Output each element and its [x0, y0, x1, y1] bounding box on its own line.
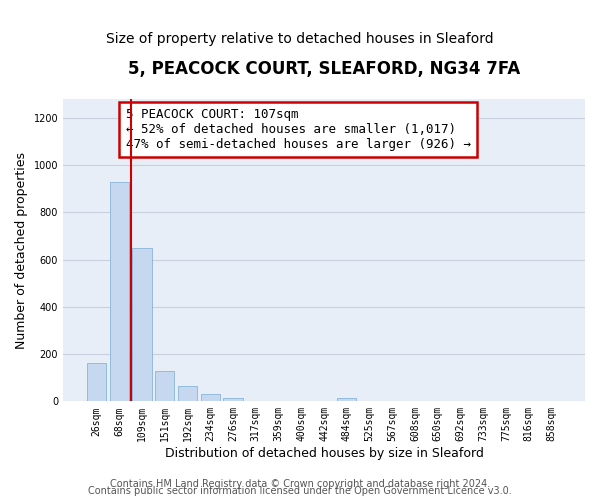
Bar: [223, 398, 242, 402]
Bar: [337, 398, 356, 402]
Text: Contains public sector information licensed under the Open Government Licence v3: Contains public sector information licen…: [88, 486, 512, 496]
Bar: [155, 372, 175, 402]
Y-axis label: Number of detached properties: Number of detached properties: [15, 152, 28, 348]
Title: 5, PEACOCK COURT, SLEAFORD, NG34 7FA: 5, PEACOCK COURT, SLEAFORD, NG34 7FA: [128, 60, 520, 78]
Text: Contains HM Land Registry data © Crown copyright and database right 2024.: Contains HM Land Registry data © Crown c…: [110, 479, 490, 489]
Text: 5 PEACOCK COURT: 107sqm
← 52% of detached houses are smaller (1,017)
47% of semi: 5 PEACOCK COURT: 107sqm ← 52% of detache…: [125, 108, 470, 151]
Text: Size of property relative to detached houses in Sleaford: Size of property relative to detached ho…: [106, 32, 494, 46]
Bar: [178, 386, 197, 402]
Bar: [200, 394, 220, 402]
Bar: [87, 363, 106, 402]
Bar: [110, 182, 129, 402]
X-axis label: Distribution of detached houses by size in Sleaford: Distribution of detached houses by size …: [164, 447, 484, 460]
Bar: [132, 248, 152, 402]
